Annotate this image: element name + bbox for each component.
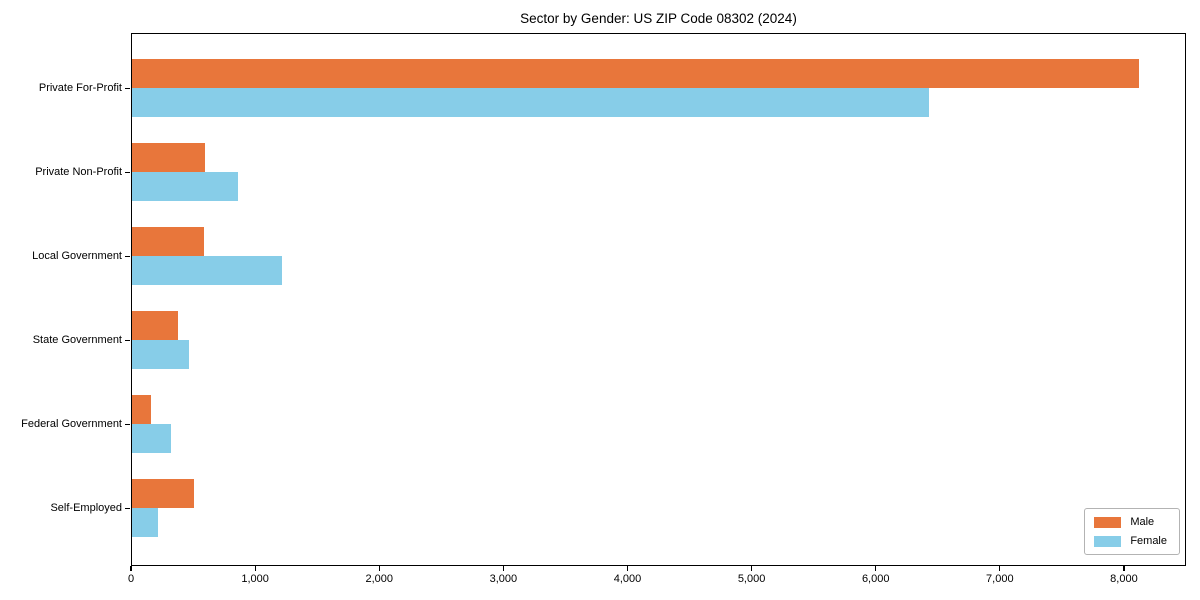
chart-title: Sector by Gender: US ZIP Code 08302 (202…	[520, 11, 797, 26]
bar-female-federal-government	[132, 424, 172, 453]
x-tick-label: 1,000	[241, 573, 269, 585]
x-tick-mark	[626, 566, 629, 571]
legend: Male Female	[1084, 508, 1180, 555]
bar-male-private-for-profit	[132, 59, 1139, 88]
y-tick-mark	[125, 255, 130, 257]
y-tick-label: Self-Employed	[50, 502, 122, 514]
x-tick-mark	[750, 566, 753, 571]
y-tick-label: Private For-Profit	[38, 82, 122, 94]
y-tick-mark	[125, 171, 130, 173]
x-tick-label: 3,000	[489, 573, 518, 585]
bar-female-private-for-profit	[132, 88, 929, 117]
x-tick-mark	[378, 566, 380, 571]
y-tick-mark	[125, 87, 130, 89]
bar-male-federal-government	[132, 395, 151, 424]
x-tick-mark	[254, 566, 256, 571]
x-tick-label: 6,000	[861, 573, 890, 585]
x-tick-mark	[502, 566, 504, 571]
x-tick-mark	[1123, 566, 1125, 571]
x-tick-label: 4,000	[613, 573, 642, 585]
y-tick-label: Local Government	[32, 250, 122, 262]
x-tick-mark	[999, 566, 1001, 571]
x-tick-mark	[130, 566, 132, 571]
bar-male-local-government	[132, 227, 204, 256]
legend-label-male: Male	[1130, 516, 1155, 528]
x-tick-label: 5,000	[737, 573, 766, 585]
x-tick-label: 0	[127, 573, 135, 585]
y-tick-label: Private Non-Profit	[35, 166, 122, 178]
legend-entry-female: Female	[1094, 535, 1167, 547]
x-tick-label: 7,000	[986, 573, 1014, 585]
x-tick-label: 2,000	[365, 573, 393, 585]
y-tick-mark	[125, 423, 130, 425]
bar-female-private-non-profit	[132, 172, 238, 201]
y-tick-mark	[125, 339, 130, 341]
legend-entry-male: Male	[1094, 516, 1167, 528]
bar-female-self-employed	[132, 508, 159, 537]
x-tick-mark	[875, 566, 877, 571]
legend-label-female: Female	[1130, 535, 1167, 547]
plot-area	[131, 33, 1186, 566]
female-series-swatch-icon	[1094, 535, 1122, 547]
y-tick-label: Federal Government	[21, 418, 122, 430]
y-tick-label: State Government	[32, 334, 122, 346]
bar-female-state-government	[132, 340, 190, 369]
bar-female-local-government	[132, 256, 283, 285]
y-tick-mark	[125, 507, 130, 509]
bar-male-self-employed	[132, 479, 195, 508]
male-series-swatch-icon	[1094, 516, 1122, 528]
bar-male-state-government	[132, 311, 178, 340]
x-tick-label: 8,000	[1110, 573, 1138, 585]
bar-male-private-non-profit	[132, 143, 206, 172]
